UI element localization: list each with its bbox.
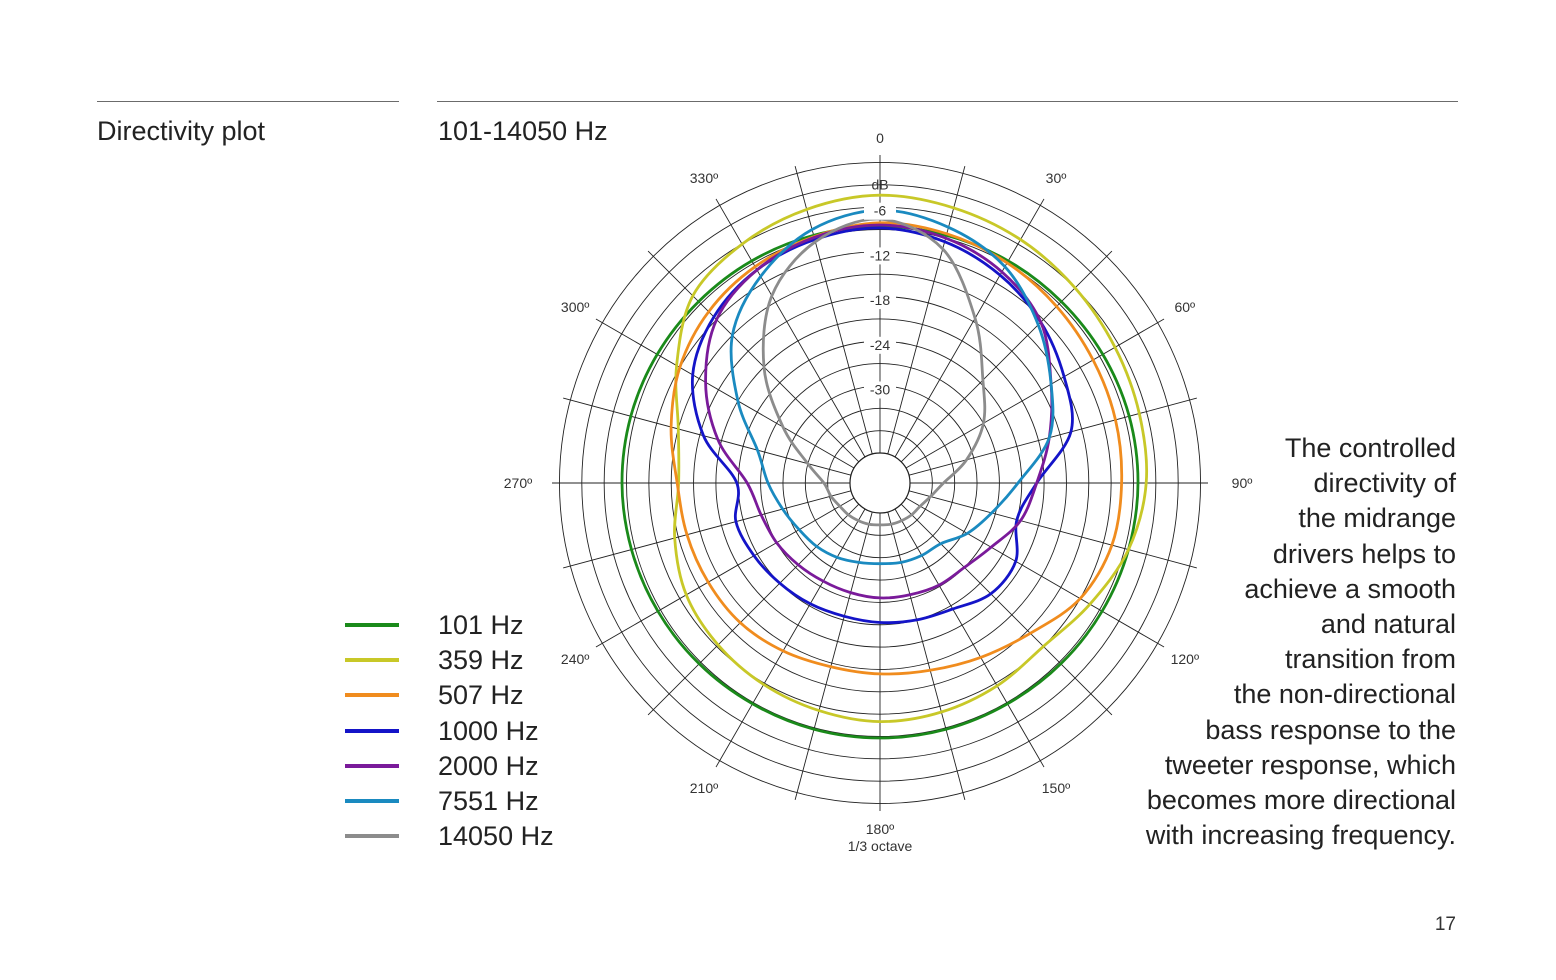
- angle-tick-label: 300º: [561, 299, 589, 315]
- radial-tick-label: -24: [870, 337, 890, 353]
- angle-tick-label: 30º: [1046, 170, 1067, 186]
- angle-tick-label: 60º: [1174, 299, 1195, 315]
- legend-swatch: [345, 763, 399, 768]
- legend-label: 101 Hz: [438, 610, 524, 640]
- polar-grid-spoke: [905, 497, 1165, 648]
- radial-unit-label: dB: [871, 176, 888, 192]
- legend-label: 1000 Hz: [438, 715, 539, 746]
- description-line: The controlled: [1284, 433, 1456, 463]
- angle-tick-label: 270º: [504, 475, 532, 491]
- legend-swatch: [345, 798, 399, 803]
- series-line-1000hz: [690, 226, 1074, 625]
- polar-grid-spoke: [887, 166, 966, 455]
- radial-tick-label: -30: [870, 382, 890, 398]
- legend-label: 359 Hz: [438, 645, 524, 676]
- radial-tick-label-bg: [864, 381, 896, 399]
- description-line: the non-directional: [1233, 679, 1456, 710]
- polar-grid-spoke: [715, 508, 866, 768]
- radial-tick-label: -18: [870, 292, 890, 308]
- polar-center-circle: [849, 452, 911, 514]
- resolution-label: 1/3 octave: [848, 838, 913, 854]
- polar-grid-spoke: [647, 503, 860, 716]
- section-rule-right: [437, 101, 1458, 102]
- angle-tick-label: 150º: [1042, 780, 1070, 796]
- polar-grid-spoke: [908, 397, 1197, 476]
- polar-grid-spoke: [563, 490, 852, 569]
- radial-tick-label-bg: [864, 129, 896, 146]
- polar-grid-spoke: [794, 511, 873, 800]
- description-line: the midrange: [1298, 503, 1456, 534]
- description-line: tweeter response, which: [1164, 749, 1456, 780]
- radial-tick-label: -12: [870, 247, 890, 263]
- angle-tick-label: 180º: [866, 821, 894, 837]
- polar-grid-spoke: [647, 250, 860, 463]
- legend-swatch: [345, 834, 399, 839]
- radial-tick-label-bg: [864, 247, 896, 265]
- polar-grid-spoke: [900, 250, 1113, 463]
- description-line: achieve a smooth: [1244, 573, 1456, 604]
- frequency-range-title: 101-14050 Hz: [438, 116, 608, 146]
- description-line: transition from: [1284, 644, 1456, 675]
- legend-swatch: [345, 728, 399, 733]
- description-line: drivers helps to: [1272, 538, 1456, 569]
- angle-tick-label: 120º: [1171, 651, 1199, 667]
- radial-tick-label-bg: [864, 336, 896, 354]
- description-line: and natural: [1320, 609, 1456, 640]
- series-line-14050hz: [761, 217, 987, 527]
- radial-tick-label: -6: [874, 203, 887, 219]
- series-line-359hz: [673, 193, 1149, 724]
- legend-label: 507 Hz: [438, 680, 524, 711]
- polar-grid-spoke: [563, 397, 852, 476]
- series-line-507hz: [669, 221, 1124, 676]
- polar-grid-spoke: [908, 490, 1197, 569]
- radial-tick-label-bg: [864, 202, 896, 220]
- polar-grid-spoke: [894, 198, 1045, 458]
- polar-grid-spoke: [894, 508, 1045, 768]
- polar-grid-spoke: [887, 511, 966, 800]
- section-rule-left: [97, 101, 399, 102]
- description-line: becomes more directional: [1146, 785, 1456, 816]
- legend-swatch: [345, 693, 399, 698]
- legend-label: 7551 Hz: [438, 785, 539, 816]
- angle-tick-label: 210º: [690, 780, 718, 796]
- polar-grid-spoke: [794, 166, 873, 455]
- page-number: 17: [1434, 914, 1456, 935]
- legend-label: 14050 Hz: [438, 821, 554, 852]
- polar-grid-spoke: [905, 318, 1165, 469]
- description-line: bass response to the: [1205, 714, 1456, 745]
- description-line: directivity of: [1313, 468, 1456, 499]
- description-line: with increasing frequency.: [1145, 820, 1456, 851]
- polar-grid-spoke: [900, 503, 1113, 716]
- angle-tick-label: 240º: [561, 651, 589, 667]
- angle-tick-label: 90º: [1232, 475, 1253, 491]
- polar-grid-spoke: [595, 318, 855, 469]
- polar-grid-spoke: [715, 198, 866, 458]
- angle-tick-label: 330º: [690, 170, 718, 186]
- radial-tick-label: 0: [876, 130, 884, 146]
- series-line-101hz: [620, 225, 1140, 740]
- description-text: The controlled directivity of the midran…: [1026, 431, 1456, 853]
- radial-tick-label-bg: [864, 292, 896, 310]
- series-line-7551hz: [729, 208, 1055, 566]
- legend-swatch: [345, 658, 399, 663]
- legend-swatch: [345, 623, 399, 627]
- polar-grid-spoke: [595, 497, 855, 648]
- legend-label: 2000 Hz: [438, 750, 539, 781]
- section-title: Directivity plot: [97, 116, 266, 146]
